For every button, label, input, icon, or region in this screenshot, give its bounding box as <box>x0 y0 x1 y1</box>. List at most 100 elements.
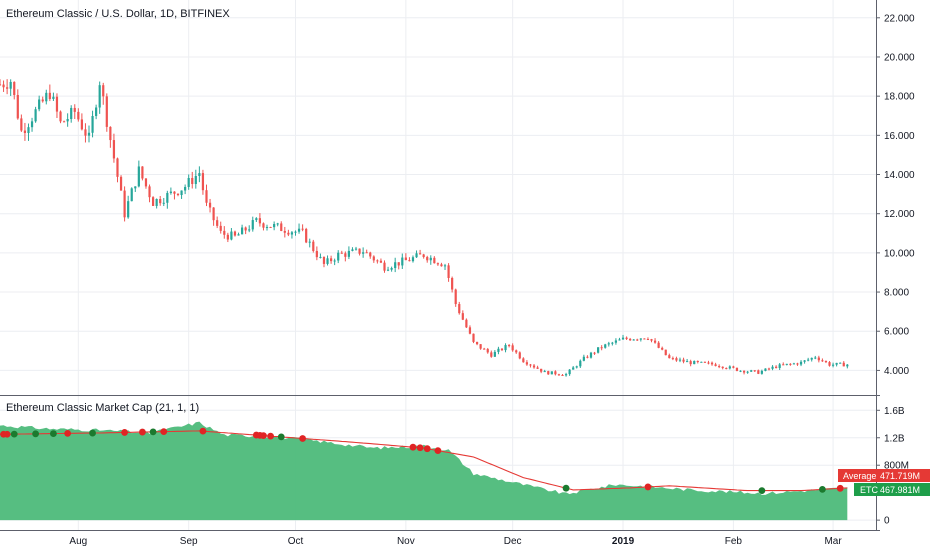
candle <box>422 253 425 259</box>
price-tick-label: 20.000 <box>884 52 915 63</box>
candle <box>764 368 767 372</box>
candle <box>557 373 561 376</box>
candle <box>358 248 361 256</box>
candle <box>205 184 208 207</box>
candle <box>750 369 753 372</box>
candle <box>625 336 628 340</box>
price-y-axis[interactable]: 22.000 20.000 18.000 16.000 14.000 12.000 10.0… <box>876 13 915 377</box>
average-tag-background <box>838 469 930 482</box>
candle <box>155 198 158 209</box>
candle <box>426 255 429 263</box>
candle <box>198 166 201 183</box>
candle <box>411 255 415 263</box>
candle <box>27 123 30 141</box>
candle <box>95 104 98 120</box>
candle <box>757 369 760 375</box>
candle <box>657 341 660 349</box>
candle <box>20 114 23 132</box>
indicator-y-axis[interactable]: 1.6B 1.2B 800M 0 <box>876 406 909 527</box>
candle <box>664 349 667 356</box>
candlestick-series <box>0 79 849 377</box>
candle <box>803 360 806 364</box>
etc-tag-value: 467.981M <box>880 485 920 495</box>
cross-marker-green <box>562 484 570 492</box>
time-tick-label: 2019 <box>612 536 635 547</box>
candle <box>13 81 16 100</box>
candle <box>191 171 194 189</box>
candle <box>547 370 550 375</box>
price-tick-label: 12.000 <box>884 209 915 220</box>
candle <box>369 251 372 259</box>
candle <box>618 337 621 341</box>
candle <box>354 246 358 251</box>
candle <box>728 365 731 370</box>
cross-marker-red <box>139 428 146 436</box>
average-value-tag: Average 471.719M <box>838 469 930 482</box>
market-cap-pane[interactable] <box>0 421 848 521</box>
candle <box>493 350 496 357</box>
candle <box>643 338 646 340</box>
candle <box>84 123 87 143</box>
candle <box>30 117 34 132</box>
candle <box>52 92 55 102</box>
cross-markers <box>0 427 844 495</box>
candle <box>38 95 41 112</box>
price-tick-label: 14.000 <box>884 170 915 181</box>
candle <box>742 370 746 375</box>
candle <box>735 367 739 372</box>
series-etc-area <box>0 421 848 521</box>
candle <box>443 263 447 271</box>
cross-marker-red <box>267 432 274 440</box>
candle <box>169 187 172 195</box>
candle <box>112 133 116 163</box>
candle <box>119 175 123 191</box>
price-tick-label: 6.000 <box>884 327 909 338</box>
candle <box>312 239 315 253</box>
candle <box>123 186 126 222</box>
cross-marker-red <box>644 483 652 491</box>
cross-marker-green <box>277 433 285 441</box>
candle <box>532 363 536 369</box>
candle <box>465 318 468 329</box>
candle <box>824 360 828 364</box>
candle <box>607 341 610 347</box>
candle <box>522 357 525 363</box>
candle <box>714 362 717 367</box>
candle <box>753 370 756 372</box>
candle <box>739 370 742 373</box>
candle <box>162 197 165 207</box>
candle <box>700 361 703 363</box>
price-chart-title: Ethereum Classic / U.S. Dollar, 1D, BITF… <box>6 8 230 20</box>
candle <box>732 365 735 369</box>
candle <box>632 339 635 341</box>
price-tick-label: 22.000 <box>884 13 915 24</box>
candle <box>319 253 322 259</box>
cross-marker-red <box>423 445 431 453</box>
candle <box>653 338 657 344</box>
price-pane[interactable] <box>0 79 849 377</box>
candle <box>201 169 205 195</box>
candle <box>686 358 689 363</box>
time-x-axis[interactable]: Aug Sep Oct Nov Dec 2019 Feb Mar <box>69 536 842 547</box>
candle <box>212 207 215 226</box>
candle <box>308 238 311 248</box>
cross-marker-red <box>836 484 844 492</box>
candle <box>390 266 393 272</box>
candle <box>775 365 778 369</box>
cross-marker-red <box>121 429 129 436</box>
candle <box>835 362 838 367</box>
candle <box>404 253 407 261</box>
candle <box>87 125 91 143</box>
candle <box>408 257 411 262</box>
candle <box>778 363 781 370</box>
average-tag-name: Average <box>843 471 876 481</box>
candle <box>568 369 571 376</box>
candle <box>230 228 233 241</box>
cross-marker-green <box>32 430 40 438</box>
candle <box>102 82 105 105</box>
candle <box>116 157 119 183</box>
candle <box>223 226 226 239</box>
candle <box>604 343 607 349</box>
candle <box>276 222 279 227</box>
candle <box>290 231 294 239</box>
